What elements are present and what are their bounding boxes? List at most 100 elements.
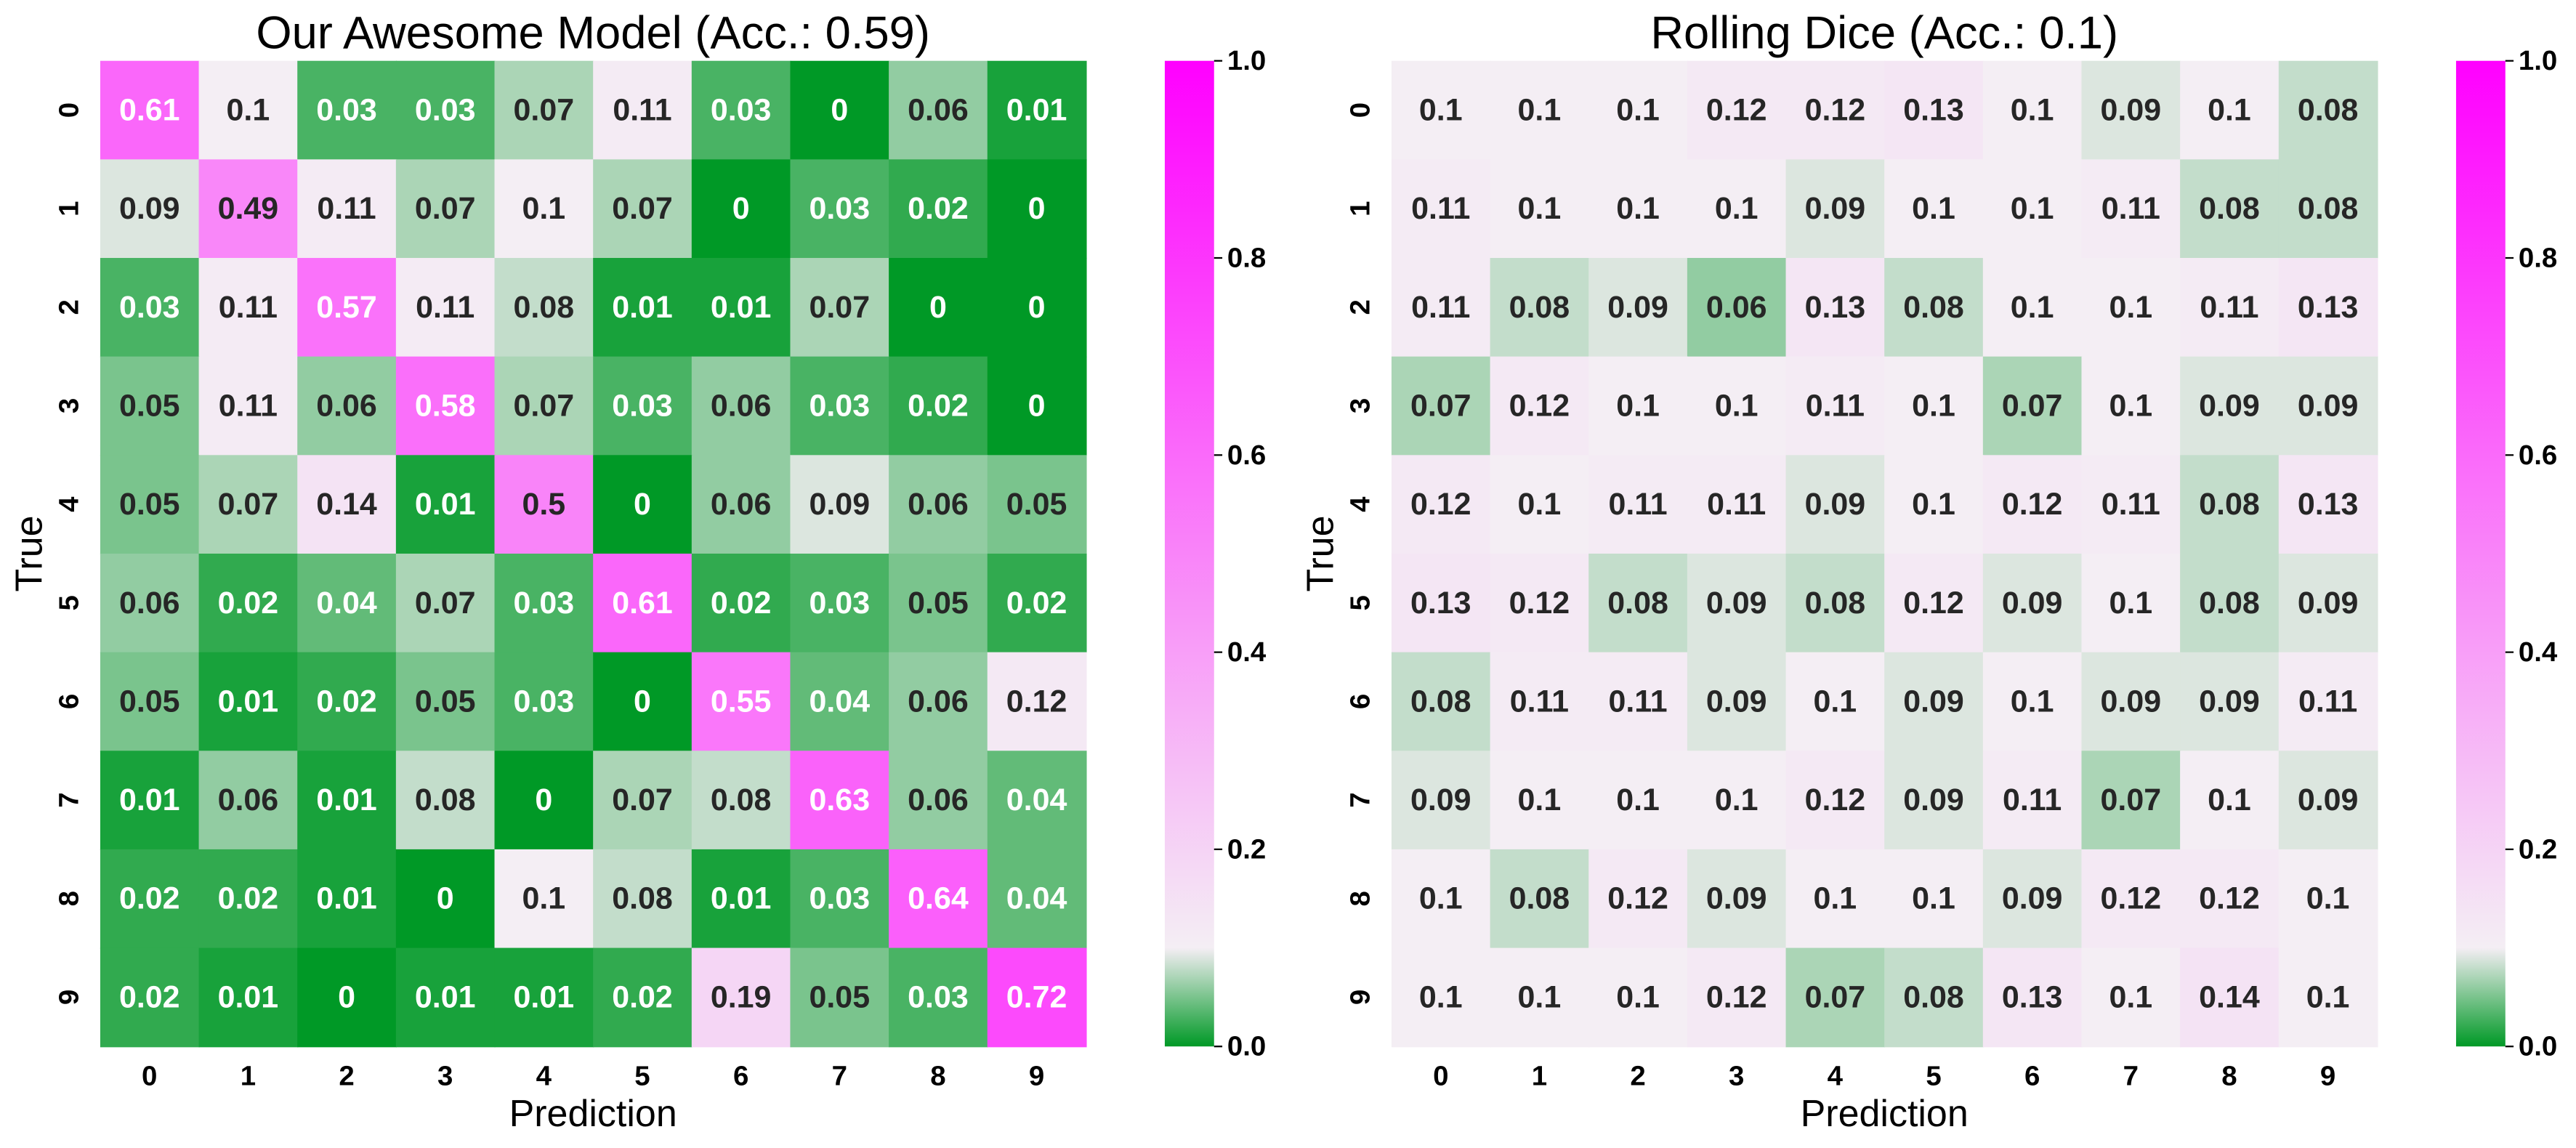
cell-label: 0.06 [908,684,969,719]
heatmap-cell [790,652,890,752]
heatmap-cell [198,751,299,851]
x-tick-label: 5 [1926,1060,1941,1091]
cell-label: 0.08 [1903,290,1964,325]
y-tick-label: 8 [53,891,84,906]
x-tick-label: 7 [2123,1060,2139,1091]
heatmap-cell [2081,455,2181,555]
heatmap-cell [889,553,988,653]
heatmap-cell [494,751,594,851]
y-tick-label: 9 [1344,990,1376,1005]
heatmap-cell [593,849,693,949]
heatmap-cell [297,356,397,456]
heatmap-cell [494,553,594,653]
cell-label: 0.1 [1715,191,1759,226]
heatmap-cell [1884,947,1984,1048]
y-tick-label: 0 [53,102,84,118]
heatmap-cell [100,356,200,456]
heatmap-cell [2180,553,2280,653]
heatmap-cell [395,652,496,752]
y-tick-label: 2 [1344,299,1376,315]
heatmap-cell [1982,947,2083,1048]
heatmap-cell [100,849,200,949]
cell-label: 0.03 [415,93,476,128]
cell-label: 0.1 [1518,93,1562,128]
cell-label: 0.57 [316,290,377,325]
cell-label: 0.11 [1608,487,1667,522]
cell-label: 0.12 [1903,586,1964,621]
heatmap-cell [494,356,594,456]
cell-label: 0.08 [415,783,476,817]
heatmap-cell [2180,455,2280,555]
heatmap-cell [2081,356,2181,456]
heatmap-cell [691,60,791,161]
cell-label: 0 [732,191,750,226]
heatmap-cell [2180,751,2280,851]
cell-label: 0.09 [2101,93,2162,128]
x-tick-label: 7 [832,1060,847,1091]
cell-label: 0.03 [809,881,871,916]
cell-label: 0.08 [711,783,772,817]
heatmap-cell [987,159,1087,259]
heatmap-cell [2278,159,2378,259]
y-tick-label: 4 [1344,496,1376,512]
y-tick-label: 4 [53,496,84,512]
heatmap-cell [593,60,693,161]
cell-label: 0.11 [1510,684,1569,719]
cell-label: 0.64 [908,881,969,916]
heatmap-cell [1687,159,1787,259]
heatmap-cell [1588,356,1689,456]
cell-label: 0.1 [1912,881,1955,916]
cell-label: 0.13 [2002,979,2063,1014]
heatmap-cell [494,60,594,161]
heatmap-cell [2278,60,2378,161]
cell-label: 0 [437,881,454,916]
cell-label: 0.1 [1715,783,1759,817]
heatmap-cell [987,652,1087,752]
cell-label: 0.1 [1518,979,1562,1014]
cell-label: 0.11 [2101,487,2160,522]
heatmap-cell [1687,947,1787,1048]
heatmap-cell [395,947,496,1048]
heatmap-cell [1490,553,1590,653]
cell-label: 0.01 [119,783,180,817]
heatmap-cell [1490,849,1590,949]
heatmap-cell [593,356,693,456]
cell-label: 0.09 [2199,388,2260,423]
cell-label: 0.09 [809,487,871,522]
cell-label: 0.58 [415,388,476,423]
heatmap-cell [1391,356,1491,456]
heatmap-cell [1884,652,1984,752]
heatmap-cell [297,258,397,357]
heatmap-cell [889,356,988,456]
y-tick-label: 6 [1344,694,1376,709]
heatmap-cell [1884,849,1984,949]
cell-label: 0.08 [1509,290,1570,325]
cell-label: 0.01 [612,290,673,325]
y-tick-label: 1 [1344,201,1376,217]
heatmap-cell [691,751,791,851]
cell-label: 0.1 [2011,684,2054,719]
heatmap-cell [1588,455,1689,555]
heatmap-cell [691,159,791,259]
cell-label: 0.03 [809,191,871,226]
cell-label: 0 [1028,191,1046,226]
cell-label: 0.03 [514,586,575,621]
heatmap-cell [100,751,200,851]
cell-label: 0.02 [218,881,279,916]
y-tick-label: 8 [1344,891,1376,906]
heatmap-cell [889,258,988,357]
cell-label: 0.01 [1006,93,1067,128]
cell-label: 0.08 [2298,191,2359,226]
heatmap-cell [790,455,890,555]
cell-label: 0.1 [1518,783,1562,817]
cell-label: 0.07 [2101,783,2162,817]
heatmap-cell [691,947,791,1048]
cell-label: 0 [1028,290,1046,325]
heatmap-cell [100,60,200,161]
cell-label: 0.12 [1607,881,1668,916]
x-tick-label: 3 [1729,1060,1744,1091]
cell-label: 0.11 [2298,684,2357,719]
heatmap-cell [1687,356,1787,456]
x-tick-label: 8 [2221,1060,2237,1091]
